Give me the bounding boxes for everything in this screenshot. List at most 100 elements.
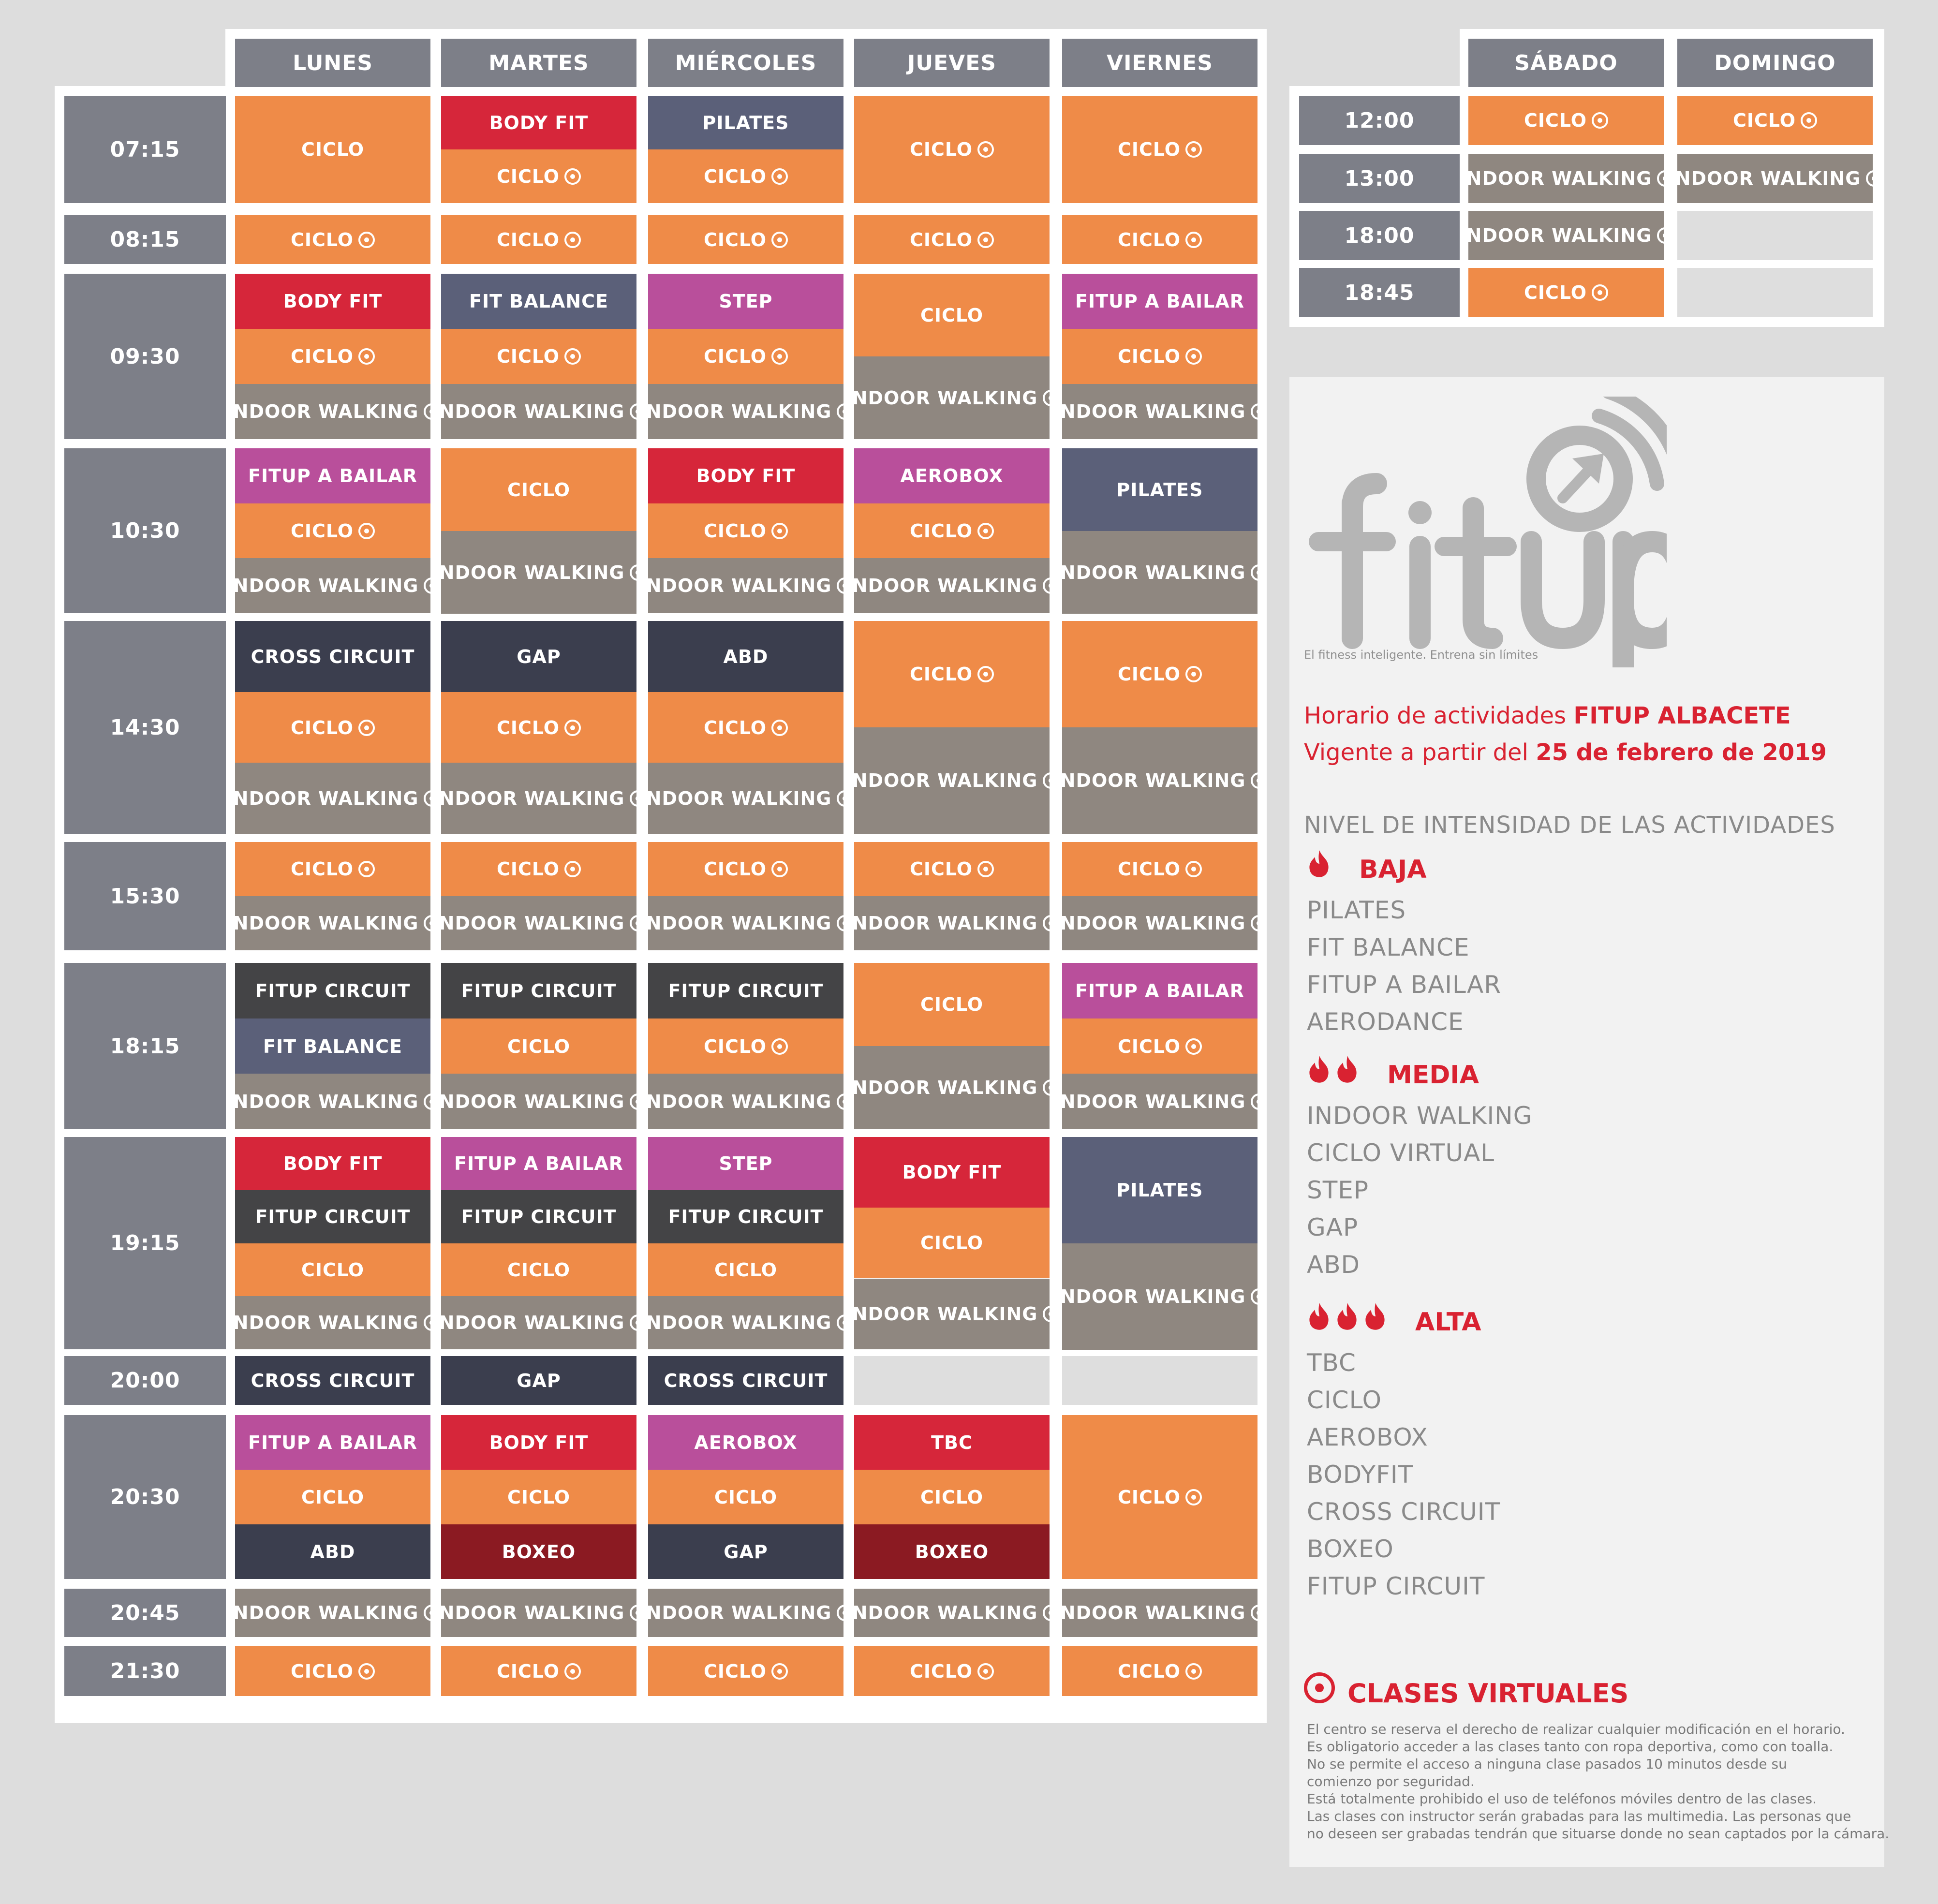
class-block-label: GAP [517,646,561,667]
class-block: CICLO [1062,1415,1257,1579]
class-block-label: BODY FIT [696,465,796,487]
class-block: INDOOR WALKING [1062,384,1257,439]
time-slot: 21:30 [64,1646,226,1696]
schedule-line-1: Horario de actividades FITUP ALBACETE [1304,702,1791,729]
time-slot-label: 20:00 [110,1368,180,1393]
weekend-time-slot-label: 18:00 [1344,223,1415,248]
class-block: INDOOR WALKING [235,558,430,613]
class-block-label: FITUP CIRCUIT [461,980,617,1002]
day-header-2-label: MIÉRCOLES [675,50,817,75]
class-block: INDOOR WALKING [441,896,636,950]
class-block: STEP [648,274,843,329]
class-block: INDOOR WALKING [235,1589,430,1637]
class-block-label: CICLO [909,664,973,685]
class-block: INDOOR WALKING [648,1589,843,1637]
virtual-class-icon [1185,348,1202,365]
class-block-label: CICLO [703,346,767,367]
class-block: CICLO [854,503,1050,559]
class-block: CICLO [441,1646,636,1696]
class-block: CICLO [648,1470,843,1524]
class-block: CICLO [1468,268,1664,317]
class-block: GAP [648,1524,843,1579]
class-block: FITUP A BAILAR [235,1415,430,1470]
class-block-label: INDOOR WALKING [648,1602,832,1624]
weekend-time-slot-label: 13:00 [1344,166,1415,191]
class-block-label: CICLO [301,139,365,160]
class-block: CROSS CIRCUIT [235,621,430,692]
class-block: CICLO [1062,621,1257,727]
class-block: BODY FIT [235,1137,430,1190]
note-line: no deseen ser grabadas tendrán que situa… [1307,1826,1890,1842]
day-header-3-label: JUEVES [907,50,996,75]
class-block: CICLO [648,1018,843,1074]
class-block: BODY FIT [235,274,430,329]
class-block-label: CICLO [920,304,984,326]
class-block-label: CICLO [1524,282,1587,303]
time-slot-label: 19:15 [110,1231,180,1255]
class-block-label: INDOOR WALKING [441,1091,625,1112]
class-block: CICLO [235,842,430,896]
flame-icon [1365,1303,1385,1330]
class-block-label: INDOOR WALKING [441,913,625,934]
virtual-class-icon [1185,1663,1202,1680]
virtual-class-icon [1592,284,1609,301]
class-block: BODY FIT [648,448,843,503]
class-block [854,1356,1050,1405]
info-panel: El fitness inteligente. Entrena sin lími… [1289,377,1890,1867]
class-block: CROSS CIRCUIT [648,1356,843,1405]
class-block-label: CICLO [1732,110,1796,131]
class-block: BODY FIT [854,1137,1050,1208]
class-block-label: STEP [719,291,773,312]
virtual-class-icon [358,348,375,365]
day-header-4: VIERNES [1062,39,1257,87]
class-block-label: INDOOR WALKING [441,787,625,809]
class-block: FIT BALANCE [235,1018,430,1074]
class-block-label: CICLO [507,1486,571,1508]
virtual-class-icon [836,1605,843,1621]
virtual-class-icon [1185,141,1202,158]
class-block: INDOOR WALKING [648,1074,843,1129]
class-block: INDOOR WALKING [648,558,843,613]
virtual-class-icon [564,1663,581,1680]
class-block-label: FITUP CIRCUIT [668,1206,824,1227]
class-block: AEROBOX [648,1415,843,1470]
virtual-class-icon [1042,389,1050,406]
class-block: INDOOR WALKING [441,763,636,834]
class-block: CICLO [1062,1646,1257,1696]
class-block-label: CICLO [714,1486,778,1508]
weekend-day-header-0-label: SÁBADO [1514,50,1618,75]
virtual-class-icon [423,1093,430,1110]
class-block: CICLO [441,448,636,531]
weekend-time-slot: 12:00 [1299,96,1460,145]
virtual-class-icon [1592,112,1609,129]
class-block: CICLO [441,215,636,264]
weekend-day-header-0: SÁBADO [1468,39,1664,87]
intensity-activity: CICLO VIRTUAL [1307,1139,1495,1167]
class-block: INDOOR WALKING [1062,531,1257,614]
class-block-label: INDOOR WALKING [648,787,832,809]
intensity-activity: CROSS CIRCUIT [1307,1498,1501,1526]
virtual-class-icon [1250,403,1257,420]
virtual-class-icon [1250,1605,1257,1621]
virtual-class-icon [629,790,636,807]
class-block: INDOOR WALKING [441,1296,636,1349]
class-block: TBC [854,1415,1050,1470]
day-header-1-label: MARTES [488,50,589,75]
class-block-label: CICLO [290,346,354,367]
virtual-class-icon [1657,227,1664,244]
virtual-class-icon [1185,861,1202,877]
class-block-label: FITUP A BAILAR [454,1153,623,1174]
time-slot: 20:00 [64,1356,226,1405]
class-block: INDOOR WALKING [235,1296,430,1349]
class-block-label: CICLO [920,1486,984,1508]
class-block: INDOOR WALKING [1468,154,1664,203]
class-block-label: CICLO [714,1259,778,1281]
class-block-label: INDOOR WALKING [854,770,1038,791]
virtual-class-icon [1801,112,1818,129]
intensity-activity: AEROBOX [1307,1423,1428,1451]
class-block: CICLO [1062,842,1257,896]
class-block: CICLO [441,1018,636,1074]
class-block: INDOOR WALKING [854,1046,1050,1129]
class-block: CICLO [235,329,430,384]
class-block-label: CICLO [301,1259,365,1281]
